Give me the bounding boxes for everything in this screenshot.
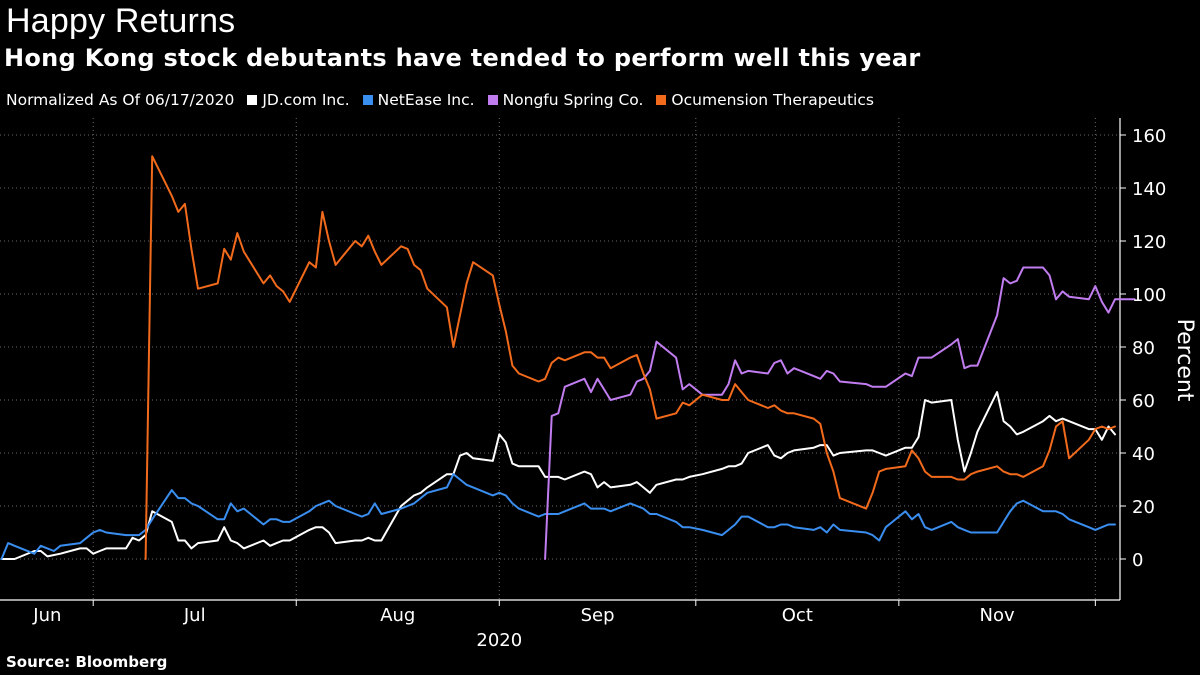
legend: Normalized As Of 06/17/2020 JD.com Inc. … [6, 91, 887, 109]
y-tick-label: 60 [1132, 391, 1155, 412]
x-tick-label: Nov [980, 605, 1015, 626]
source-note: Source: Bloomberg [6, 653, 168, 671]
x-tick-label: Aug [380, 605, 415, 626]
chart-subtitle: Hong Kong stock debutants have tended to… [4, 44, 921, 72]
series-line-nongfu [544, 266, 1136, 560]
axes [0, 118, 1126, 606]
legend-swatch-nongfu [487, 95, 498, 105]
y-tick-label: 100 [1132, 285, 1166, 306]
series-line-ocumension [144, 155, 1116, 560]
legend-label-netease: NetEase Inc. [377, 91, 475, 109]
legend-swatch-jd [247, 95, 258, 105]
legend-label-jd: JD.com Inc. [262, 91, 350, 109]
y-tick-label: 0 [1132, 550, 1143, 571]
series-line-jd [0, 391, 1116, 560]
y-tick-label: 120 [1132, 232, 1166, 253]
chart-title: Happy Returns [6, 2, 236, 40]
axis-labels: 0 20 40 60 80 100 120 140 160 Jun Jul Aug Sep Oct Nov 2… [32, 126, 1197, 651]
x-tick-label: Jul [183, 605, 206, 626]
y-tick-label: 160 [1132, 126, 1166, 147]
legend-swatch-netease [362, 95, 373, 105]
legend-label-ocumension: Ocumension Therapeutics [671, 91, 874, 109]
grid-lines [0, 118, 1120, 600]
legend-item-nongfu: Nongfu Spring Co. [487, 91, 644, 109]
series-lines [0, 155, 1136, 560]
legend-prefix-label: Normalized As Of 06/17/2020 [6, 91, 235, 109]
legend-item-netease: NetEase Inc. [362, 91, 475, 109]
legend-label-nongfu: Nongfu Spring Co. [502, 91, 644, 109]
series-line-netease [0, 473, 1116, 560]
legend-prefix: Normalized As Of 06/17/2020 [6, 91, 234, 109]
y-tick-label: 80 [1132, 338, 1155, 359]
y-axis-title: Percent [1172, 319, 1197, 402]
x-tick-label: Sep [581, 605, 615, 626]
legend-item-ocumension: Ocumension Therapeutics [656, 91, 874, 109]
x-tick-label: Oct [782, 605, 813, 626]
x-axis-title: 2020 [476, 630, 522, 651]
legend-swatch-ocumension [656, 95, 667, 105]
y-tick-label: 20 [1132, 497, 1155, 518]
x-tick-label: Jun [32, 605, 61, 626]
y-tick-label: 40 [1132, 444, 1155, 465]
legend-item-jd: JD.com Inc. [247, 91, 350, 109]
y-tick-label: 140 [1132, 179, 1166, 200]
